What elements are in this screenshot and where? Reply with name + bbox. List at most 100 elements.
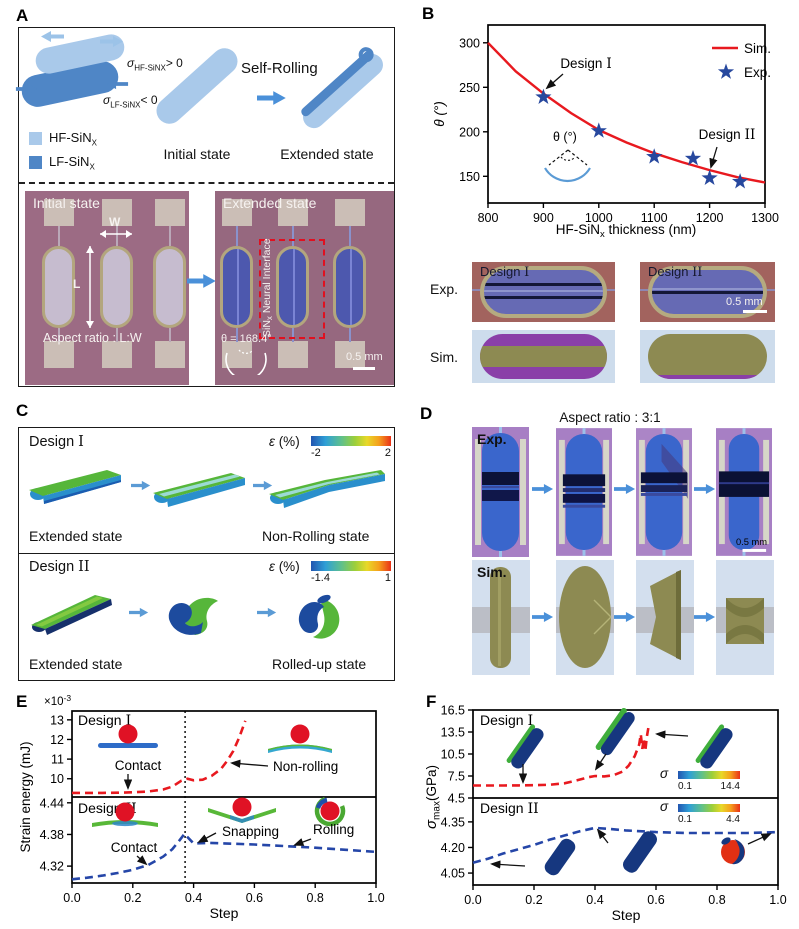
rolled-device-pill xyxy=(220,246,253,328)
svg-text:4.35: 4.35 xyxy=(441,815,465,829)
tensile-stress-arrow-left-icon xyxy=(41,31,64,42)
d-scale-bar xyxy=(742,548,767,552)
initial-state-micrograph: Initial state W L Aspect ratio : L:W xyxy=(25,191,189,385)
length-arrow-icon xyxy=(86,246,94,328)
f-stress-slab-icon-2 xyxy=(595,707,635,756)
c-design1-colorbar-labels: -2 2 xyxy=(311,447,391,459)
d-arrow-icon xyxy=(614,483,636,495)
panel-d: Aspect ratio : 3:1 0.5 mm xyxy=(420,398,799,680)
panel-a-label: A xyxy=(16,6,29,25)
curvature-angle-icon xyxy=(225,349,267,375)
svg-text:0.0: 0.0 xyxy=(63,891,80,905)
svg-text:4.32: 4.32 xyxy=(40,860,64,874)
design1-arrow xyxy=(545,73,564,90)
c-design2-state-left: Extended state xyxy=(29,656,123,672)
theta-inset-angle-arc xyxy=(560,156,576,161)
d-arrow-icon xyxy=(614,611,636,623)
f-arrow-5 xyxy=(596,828,609,844)
scale-bar-label: 0.5 mm xyxy=(346,351,383,363)
e-nonrolling-label: Non-rolling xyxy=(273,759,338,774)
highlight-dashed-box xyxy=(259,239,325,339)
rolled-up-icon xyxy=(298,594,340,639)
legend-exp-star-icon xyxy=(717,63,735,79)
c-design1-colorbar xyxy=(311,436,391,446)
panel-e-label: E xyxy=(16,692,28,711)
theta-inset-dash-left xyxy=(548,149,569,166)
f-xlabel: Step xyxy=(612,907,641,923)
c-design1-state-left: Extended state xyxy=(29,528,123,544)
width-label: W xyxy=(109,215,121,229)
c-design1-title: Design I xyxy=(29,434,84,450)
f-sigma1-label: σ xyxy=(660,766,669,781)
design2-arrow xyxy=(709,146,718,169)
design2-exp-image: Design II 0.5 mm xyxy=(640,262,775,322)
d-arrow-icon xyxy=(532,483,554,495)
strain-energy-chart: 0.0 0.2 0.4 0.6 0.8 1.0 10 11 12 13 4.32 4.38 4.44 ×… xyxy=(18,693,385,921)
extended-state-micrograph: Extended state SiNx Neural Interface θ =… xyxy=(215,191,394,385)
e-ylabel: Strain energy (mJ) xyxy=(18,741,33,852)
c-design2-state-right: Rolled-up state xyxy=(272,656,367,672)
self-rolling-arrow-icon xyxy=(257,91,286,105)
scale-bar xyxy=(353,367,375,370)
d-exp-frame-2 xyxy=(556,428,612,556)
d-exp-label: Exp. xyxy=(477,431,507,447)
b-ylabel: θ (°) xyxy=(432,101,447,126)
f-slab-icon-4 xyxy=(544,838,576,876)
d-sim-label: Sim. xyxy=(477,564,507,580)
svg-text:1300: 1300 xyxy=(751,211,779,225)
f-arrow-4 xyxy=(490,860,526,869)
f-stress-slab-icon-3 xyxy=(695,724,733,769)
f-stress-slab-icon-1 xyxy=(506,724,544,769)
theta-inset-blue-arc xyxy=(544,167,591,182)
step-arrow-icon xyxy=(129,607,149,618)
e-design1-title: Design I xyxy=(78,712,131,729)
self-rolling-label: Self-Rolling xyxy=(241,60,318,77)
legend-exp-label: Exp. xyxy=(744,65,771,80)
non-rolling-slab-icon xyxy=(269,470,385,508)
design2-image-label: Design II xyxy=(648,264,703,280)
svg-text:0.8: 0.8 xyxy=(708,893,725,907)
panel-c: Design I ε (%) -2 2 xyxy=(18,427,395,681)
device-name-label: SiNx Neural Interface xyxy=(261,238,275,337)
design2-annotation: Design II xyxy=(699,127,756,143)
svg-text:0.4: 0.4 xyxy=(586,893,603,907)
f-design1-colorbar xyxy=(678,771,740,779)
e-snapping-arrow xyxy=(197,832,217,843)
e-rolling-arrow xyxy=(293,838,312,846)
svg-text:0.2: 0.2 xyxy=(525,893,542,907)
b-scale-bar xyxy=(743,310,767,313)
design1-annotation: Design I xyxy=(560,56,611,72)
design1-image-label: Design I xyxy=(480,264,530,280)
f-arrow-2 xyxy=(594,753,607,771)
svg-text:4.38: 4.38 xyxy=(40,828,64,842)
d-sim-frame-1 xyxy=(472,560,530,675)
e-contact2-arrow xyxy=(136,855,148,866)
rolled-device-pill xyxy=(276,246,309,328)
length-label: L xyxy=(73,277,81,291)
tensile-stress-arrow-right-icon xyxy=(100,36,123,47)
svg-text:0.4: 0.4 xyxy=(185,891,202,905)
f-design2-title: Design II xyxy=(480,800,539,817)
e-exponent-label: ×10-3 xyxy=(44,693,71,708)
svg-text:1000: 1000 xyxy=(585,211,613,225)
d-exp-frame-3 xyxy=(636,428,692,556)
f-design2-colorbar xyxy=(678,804,740,812)
d-exp-frame-1 xyxy=(472,427,529,557)
extended-state-label: Extended state xyxy=(280,146,374,162)
svg-text:0.8: 0.8 xyxy=(307,891,324,905)
c-design2-shapes xyxy=(31,594,340,639)
sigma-lf-label: σLF-SiNX< 0 xyxy=(103,93,158,110)
c-design1-shapes xyxy=(29,470,385,508)
svg-text:300: 300 xyxy=(459,36,480,50)
svg-text:4.05: 4.05 xyxy=(441,867,465,881)
c-design2-colorbar xyxy=(311,561,391,571)
e-snapping-label: Snapping xyxy=(222,824,279,839)
snapping-icon xyxy=(208,797,276,823)
d-sim-frame-2 xyxy=(556,560,614,675)
panel-d-label: D xyxy=(420,404,433,423)
svg-text:4.44: 4.44 xyxy=(40,796,64,810)
compressive-stress-arrow-left-icon xyxy=(15,83,38,95)
c-design1-state-right: Non-Rolling state xyxy=(262,528,370,544)
svg-text:10.5: 10.5 xyxy=(441,748,465,762)
